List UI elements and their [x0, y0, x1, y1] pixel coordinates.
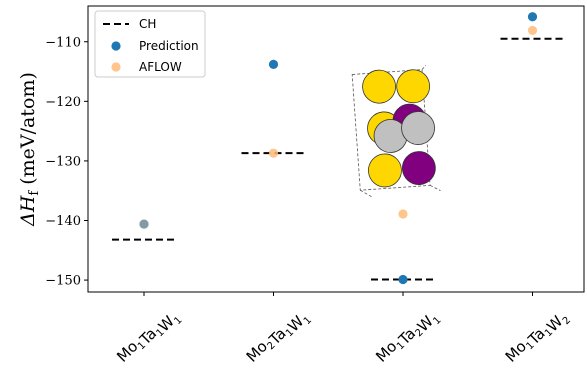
plot-frame: [87, 5, 585, 293]
prediction-point: [268, 59, 279, 69]
legend-aflow-label: AFLOW: [139, 60, 182, 74]
crystal-structure: [351, 65, 441, 198]
mo-atom: [362, 69, 396, 104]
aflow-point: [268, 148, 279, 158]
mo-atom: [396, 69, 431, 104]
legend-box: [94, 10, 206, 78]
y-tick-label: −130: [45, 154, 81, 169]
y-tick-label: −120: [45, 95, 81, 110]
legend-ch-label: CH: [139, 17, 156, 31]
w-atom: [401, 111, 435, 145]
y-tick-label: −110: [45, 35, 81, 50]
unit-cell-edge: [429, 184, 441, 191]
prediction-point: [139, 219, 149, 229]
aflow-point: [527, 25, 538, 36]
mo-atom: [368, 153, 402, 188]
unit-cell-edge: [360, 189, 373, 198]
data-marks: [112, 12, 565, 285]
x-category-label: Mo2Ta1W1: [243, 302, 314, 373]
legend-prediction-swatch: [111, 41, 121, 51]
y-tick-label: −150: [45, 274, 81, 289]
ta-atom: [401, 151, 436, 185]
y-axis-title: ΔHf (meV/atom): [17, 72, 42, 227]
unit-cell-edge: [421, 65, 427, 70]
x-category-label: Mo1Ta1W2: [502, 302, 573, 373]
y-tick-label: −140: [45, 214, 81, 229]
prediction-point: [527, 12, 538, 22]
x-category-label: Mo1Ta1W1: [113, 302, 184, 373]
aflow-point: [398, 209, 408, 219]
crystal-structure-inset: [351, 65, 441, 198]
legend-aflow-swatch: [111, 62, 121, 72]
legend: CH Prediction AFLOW: [94, 10, 206, 78]
legend-prediction-label: Prediction: [139, 39, 199, 53]
x-category-label: Mo1Ta2W1: [372, 302, 443, 373]
prediction-point: [398, 274, 408, 285]
